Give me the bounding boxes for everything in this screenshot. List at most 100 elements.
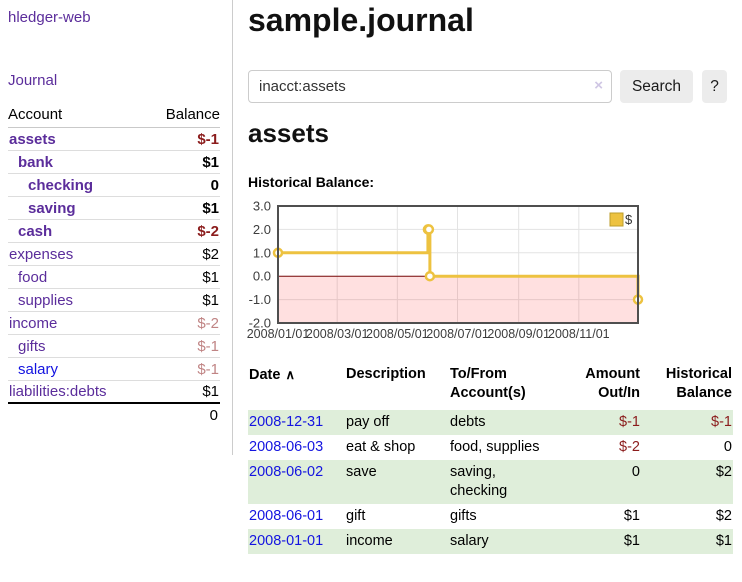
svg-text:-1.0: -1.0 <box>249 292 271 307</box>
svg-text:0.0: 0.0 <box>253 269 271 284</box>
transaction-accounts: food, supplies <box>450 439 540 455</box>
account-balance: $2 <box>202 245 219 263</box>
account-row-gifts: gifts $-1 <box>8 335 220 358</box>
account-row-cash: cash $-2 <box>8 220 220 243</box>
account-link-income[interactable]: income <box>9 314 58 332</box>
account-row-checking: checking 0 <box>8 174 220 197</box>
page-title: sample.journal <box>248 2 474 38</box>
account-balance: $-1 <box>197 130 219 148</box>
transaction-date-link[interactable]: 2008-06-03 <box>249 439 324 455</box>
help-button[interactable]: ? <box>702 70 727 103</box>
account-column-header: Account <box>8 106 63 123</box>
account-table-header: Account Balance <box>8 106 220 128</box>
date-column-header[interactable]: Date ∧ <box>248 362 346 388</box>
svg-text:2008/07/01: 2008/07/01 <box>426 327 489 341</box>
transaction-accounts: debts <box>450 414 486 430</box>
description-column-header: Description <box>346 366 426 382</box>
transaction-description: save <box>346 464 377 480</box>
transaction-amount: $-1 <box>619 414 640 430</box>
account-balance-table: Account Balance assets $-1 bank $1 check… <box>8 106 220 427</box>
account-link-cash[interactable]: cash <box>18 222 53 240</box>
clear-search-icon[interactable]: × <box>594 77 603 94</box>
transaction-balance: $2 <box>715 464 732 480</box>
tofrom-column-header: To/From Account(s) <box>450 366 526 401</box>
table-row: 2008-06-02 save saving, checking 0 $2 <box>248 460 733 504</box>
account-link-bank[interactable]: bank <box>18 153 54 171</box>
account-link-assets[interactable]: assets <box>9 130 56 148</box>
svg-text:2008/09/01: 2008/09/01 <box>487 327 550 341</box>
register-header-row: Date ∧ Description To/From Account(s) Amo… <box>248 362 733 410</box>
svg-text:1.0: 1.0 <box>253 245 271 260</box>
transaction-description: gift <box>346 508 366 524</box>
historical-column-header: Historical Balance <box>665 366 732 401</box>
sort-ascending-icon: ∧ <box>285 367 295 382</box>
account-heading: assets <box>248 118 329 148</box>
table-row: 2008-01-01 income salary $1 $1 <box>248 529 733 554</box>
transaction-date-link[interactable]: 2008-06-01 <box>249 508 324 524</box>
transaction-description: income <box>346 533 393 549</box>
account-link-expenses[interactable]: expenses <box>9 245 74 263</box>
account-row-expenses: expenses $2 <box>8 243 220 266</box>
app-brand-link[interactable]: hledger-web <box>8 9 91 26</box>
account-link-food[interactable]: food <box>18 268 48 286</box>
account-balance: $-2 <box>197 222 219 240</box>
account-row-assets: assets $-1 <box>8 128 220 151</box>
search-bar: × Search ? <box>248 70 740 103</box>
account-link-checking[interactable]: checking <box>28 176 94 194</box>
account-balance: $1 <box>202 153 219 171</box>
account-balance: $-1 <box>197 337 219 355</box>
transaction-accounts: salary <box>450 533 489 549</box>
svg-text:2008/01/01: 2008/01/01 <box>247 327 310 341</box>
transaction-amount: $1 <box>623 533 640 549</box>
account-balance: $-1 <box>197 360 219 378</box>
account-link-supplies[interactable]: supplies <box>18 291 74 309</box>
transaction-balance: 0 <box>723 439 732 455</box>
account-link-liabilities-debts[interactable]: liabilities:debts <box>9 383 107 400</box>
account-row-liabilities-debts: liabilities:debts $1 <box>8 381 220 404</box>
amount-column-header: Amount Out/In <box>585 366 640 401</box>
account-balance: $1 <box>202 199 219 217</box>
table-row: 2008-12-31 pay off debts $-1 $-1 <box>248 410 733 435</box>
account-row-salary: salary $-1 <box>8 358 220 381</box>
transaction-description: eat & shop <box>346 439 416 455</box>
account-row-saving: saving $1 <box>8 197 220 220</box>
svg-text:$: $ <box>625 212 633 227</box>
register-table: Date ∧ Description To/From Account(s) Amo… <box>248 362 733 554</box>
account-link-gifts[interactable]: gifts <box>18 337 46 355</box>
transaction-description: pay off <box>346 414 390 430</box>
account-link-saving[interactable]: saving <box>28 199 76 217</box>
transaction-accounts: gifts <box>450 508 477 524</box>
svg-text:2008/03/01: 2008/03/01 <box>306 327 369 341</box>
account-link-salary[interactable]: salary <box>18 360 59 378</box>
svg-text:3.0: 3.0 <box>253 199 271 214</box>
account-row-income: income $-2 <box>8 312 220 335</box>
account-balance: $1 <box>202 268 219 286</box>
transaction-amount: $1 <box>623 508 640 524</box>
transaction-date-link[interactable]: 2008-06-02 <box>249 464 324 480</box>
search-button[interactable]: Search <box>620 70 693 103</box>
account-balance: $-2 <box>197 314 219 332</box>
transaction-date-link[interactable]: 2008-12-31 <box>249 414 324 430</box>
sidebar-item-journal[interactable]: Journal <box>8 72 58 89</box>
chart-title: Historical Balance: <box>248 174 375 190</box>
account-balance: 0 <box>210 176 219 194</box>
table-row: 2008-06-03 eat & shop food, supplies $-2… <box>248 435 733 460</box>
account-balance: $1 <box>202 383 219 400</box>
transaction-balance: $2 <box>715 508 732 524</box>
balance-column-header: Balance <box>165 106 220 123</box>
date-header-label: Date <box>249 367 281 383</box>
accounts-total-row: 0 <box>8 404 220 427</box>
sidebar: hledger-web Journal Account Balance asse… <box>0 0 233 455</box>
accounts-total-value: 0 <box>209 407 218 424</box>
account-row-food: food $1 <box>8 266 220 289</box>
transaction-balance: $-1 <box>711 414 732 430</box>
search-input[interactable] <box>248 70 612 103</box>
table-row: 2008-06-01 gift gifts $1 $2 <box>248 504 733 529</box>
transaction-amount: 0 <box>631 464 640 480</box>
account-balance: $1 <box>202 291 219 309</box>
svg-text:2008/11/01: 2008/11/01 <box>548 327 610 341</box>
svg-text:2.0: 2.0 <box>253 222 271 237</box>
transaction-date-link[interactable]: 2008-01-01 <box>249 533 324 549</box>
transaction-balance: $1 <box>715 533 732 549</box>
account-row-bank: bank $1 <box>8 151 220 174</box>
